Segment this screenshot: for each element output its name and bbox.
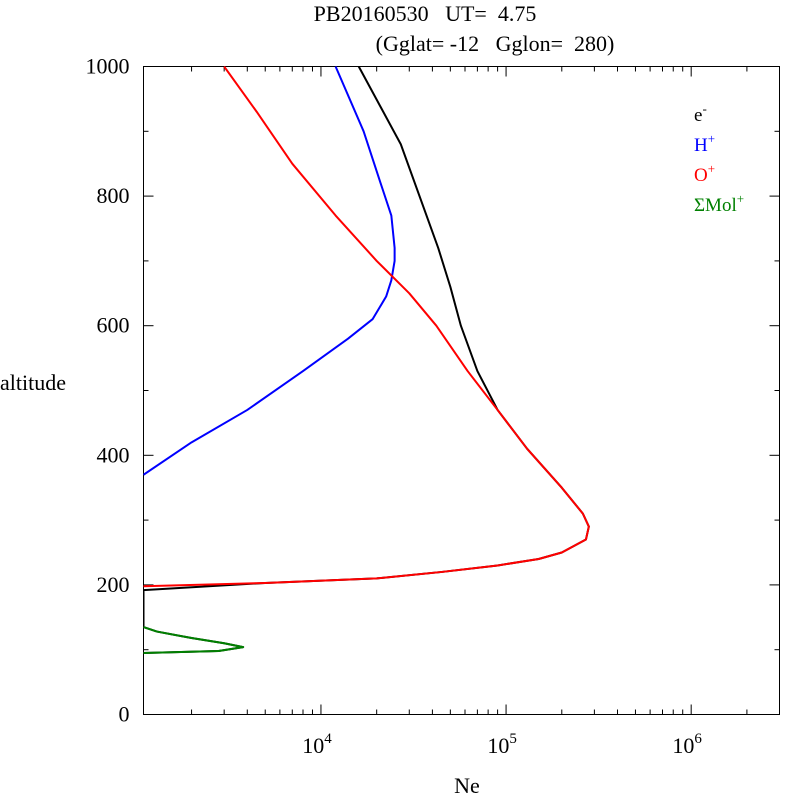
y-tick-label: 1000 xyxy=(86,54,130,79)
x-tick-label: 105 xyxy=(487,731,517,758)
y-tick-label: 800 xyxy=(97,183,130,208)
legend-entry: H+ xyxy=(694,131,715,156)
y-tick-label: 600 xyxy=(97,313,130,338)
x-axis-label: Ne xyxy=(454,773,480,796)
series-line-3 xyxy=(143,626,245,654)
legend: e- H+ O+ ΣMol+ xyxy=(694,101,744,216)
plot-frame xyxy=(143,66,780,715)
y-tick-label: 200 xyxy=(97,572,130,597)
x-tick-label: 106 xyxy=(672,731,702,758)
series-group xyxy=(143,66,590,654)
series-line-0 xyxy=(143,66,590,654)
x-tick-labels: 104 105 106 xyxy=(302,731,702,758)
y-tick-labels: 0 200 400 600 800 1000 xyxy=(86,54,130,727)
chart-title-line2: (Gglat= -12 Gglon= 280) xyxy=(376,31,615,56)
y-tick-label: 400 xyxy=(97,442,130,467)
legend-entry: O+ xyxy=(694,161,715,186)
chart-title-line1: PB20160530 UT= 4.75 xyxy=(314,1,537,26)
series-line-2 xyxy=(143,66,590,588)
axis-ticks xyxy=(143,66,780,715)
y-tick-label: 0 xyxy=(119,702,130,727)
legend-entry: e- xyxy=(694,101,707,126)
y-axis-label: altitude xyxy=(0,370,66,395)
series-line-1 xyxy=(143,66,396,476)
x-tick-label: 104 xyxy=(302,731,332,758)
legend-entry: ΣMol+ xyxy=(694,191,744,216)
